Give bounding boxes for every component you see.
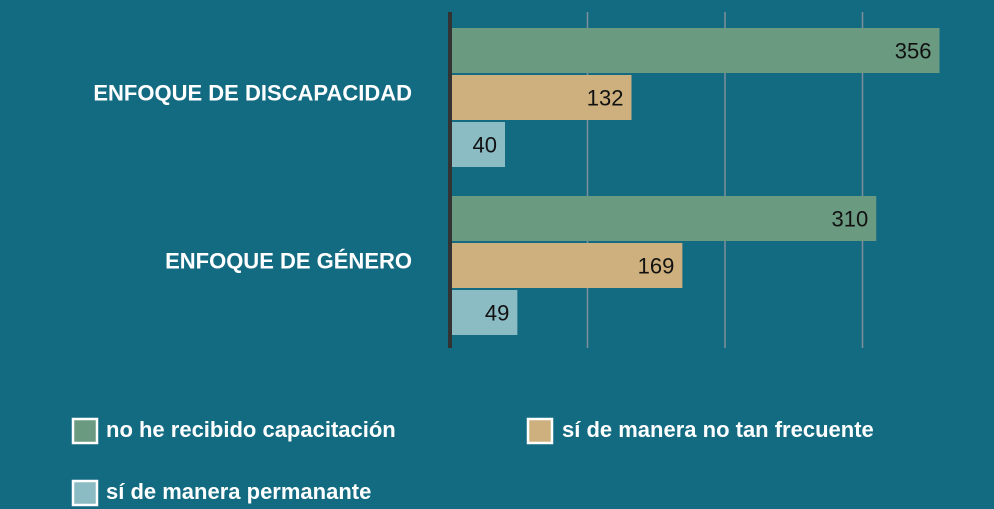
bar [450,196,877,241]
legend-swatch [71,417,99,445]
legend-swatch [71,479,99,507]
data-label: 40 [473,132,497,157]
legend-label: sí de manera no tan frecuente [562,417,874,442]
legend-swatch [526,417,554,445]
bar [450,28,940,73]
y-tick-label: ENFOQUE DE DISCAPACIDAD [93,80,412,105]
legend-label: no he recibido capacitación [106,417,396,442]
bar [450,243,683,288]
data-label: 49 [485,300,509,325]
data-label: 310 [832,206,869,231]
bar [450,75,632,120]
bar [450,122,505,167]
legend-label: sí de manera permanante [106,479,371,504]
data-label: 356 [895,38,932,63]
data-label: 132 [587,85,624,110]
data-label: 169 [638,253,675,278]
bar [450,290,518,335]
y-tick-label: ENFOQUE DE GÉNERO [165,248,412,273]
